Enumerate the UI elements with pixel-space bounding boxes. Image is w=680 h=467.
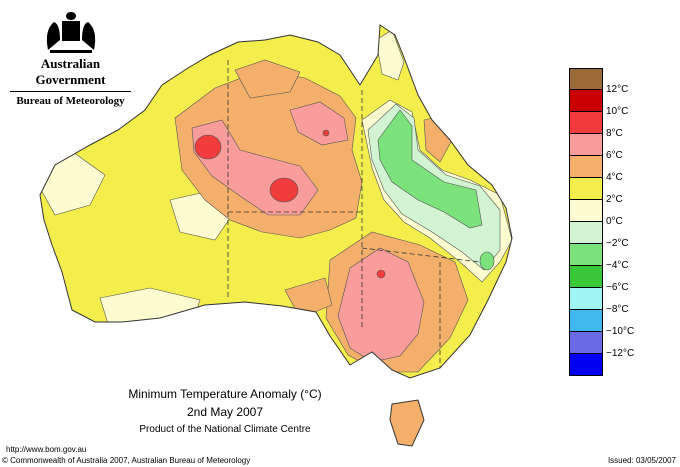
legend-tick-label: −4°C — [606, 260, 629, 271]
legend-tick-label: 12°C — [606, 84, 629, 95]
issued-date: Issued: 03/05/2007 — [607, 456, 676, 465]
legend-swatch — [569, 354, 603, 376]
logo-divider — [10, 91, 131, 92]
map-credit: Product of the National Climate Centre — [139, 424, 311, 435]
legend-swatch — [569, 310, 603, 332]
legend-tick-label: 8°C — [606, 128, 623, 139]
legend-tick-label: −10°C — [606, 326, 635, 337]
legend-tick-label: −2°C — [606, 238, 629, 249]
bureau-name: Bureau of Meteorology — [16, 95, 125, 107]
legend-tick-label: 2°C — [606, 194, 623, 205]
color-legend — [569, 68, 603, 376]
legend-tick-label: 6°C — [606, 150, 623, 161]
legend-tick-label: 4°C — [606, 172, 623, 183]
map-title: Minimum Temperature Anomaly (°C) — [128, 387, 322, 401]
legend-swatch — [569, 178, 603, 200]
copyright-text: © Commonwealth of Australia 2007, Austra… — [2, 456, 251, 465]
legend-swatch — [569, 332, 603, 354]
legend-swatch — [569, 222, 603, 244]
legend-swatch — [569, 244, 603, 266]
government-logo: Australian Government Bureau of Meteorol… — [8, 10, 133, 107]
legend-swatch — [569, 134, 603, 156]
legend-swatch — [569, 90, 603, 112]
bom-url-link[interactable]: http://www.bom.gov.au — [6, 445, 87, 454]
legend-tick-label: −6°C — [606, 282, 629, 293]
map-date: 2nd May 2007 — [186, 405, 264, 419]
legend-tick-label: 10°C — [606, 106, 629, 117]
legend-swatch — [569, 266, 603, 288]
tasmania — [389, 399, 425, 447]
legend-swatch — [569, 156, 603, 178]
legend-swatch — [569, 200, 603, 222]
coat-of-arms-icon — [46, 12, 95, 53]
legend-swatch — [569, 288, 603, 310]
legend-tick-label: 0°C — [606, 216, 623, 227]
legend-tick-label: −8°C — [606, 304, 629, 315]
legend-swatch — [569, 68, 603, 90]
government-name: Australian Government — [35, 56, 106, 87]
legend-tick-label: −12°C — [606, 348, 635, 359]
legend-swatch — [569, 112, 603, 134]
